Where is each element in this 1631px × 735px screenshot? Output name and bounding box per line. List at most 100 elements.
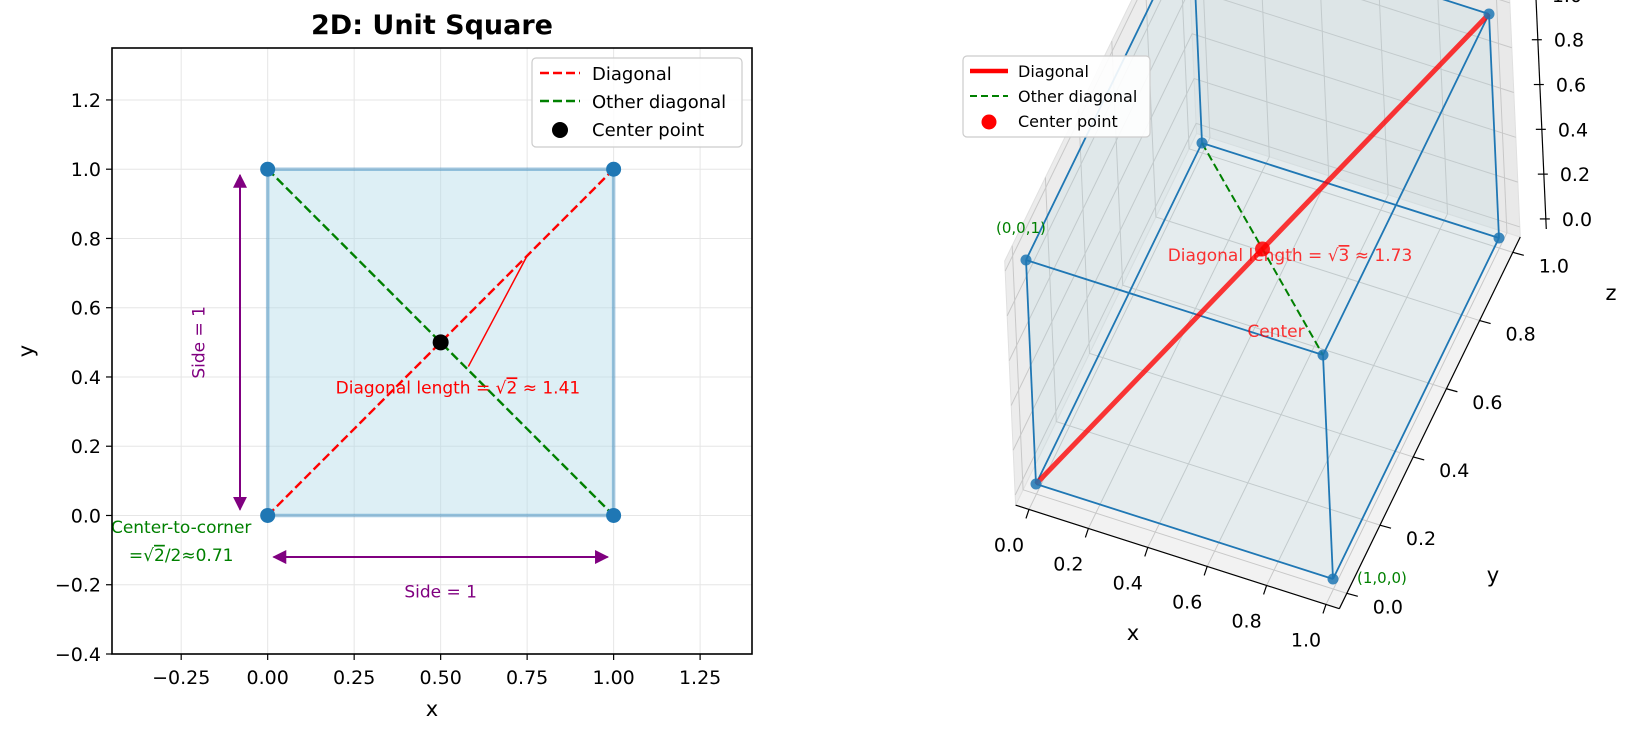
cube-vertex xyxy=(1483,8,1495,20)
z-tick-label-3d: 0.2 xyxy=(1560,164,1590,186)
chart-3d: 3D: Unit CubeDiagonal length = √3 ≈ 1.73… xyxy=(962,0,1617,651)
x-tick-3d xyxy=(1144,547,1149,557)
x-tick-3d xyxy=(1263,585,1268,595)
x-axis-label-3d: x xyxy=(1127,621,1139,645)
x-tick-label: 1.00 xyxy=(592,667,634,689)
x-gridline xyxy=(1147,0,1330,548)
z-gridline xyxy=(1014,122,1520,496)
cube-edge xyxy=(1322,13,1490,356)
x-tick-label-3d: 0.8 xyxy=(1231,610,1261,632)
y-tick-label-3d: 0.4 xyxy=(1439,460,1469,482)
vertex-point xyxy=(606,507,622,523)
x-tick-label: 0.00 xyxy=(247,667,289,689)
center-to-corner-line2: =√2/2≈0.71 xyxy=(129,546,234,566)
x-tick-label: −0.25 xyxy=(152,667,210,689)
side-vertical-label: Side = 1 xyxy=(189,306,209,379)
legend-center-label: Center point xyxy=(592,120,704,141)
z-tick-label-3d: 1.0 xyxy=(1552,0,1582,7)
legend-other-diagonal-label: Other diagonal xyxy=(592,92,726,113)
y-tick-label: 1.0 xyxy=(71,159,101,181)
x-tick-label-3d: 0.0 xyxy=(994,534,1024,556)
y-tick-3d xyxy=(1512,251,1524,256)
y-tick-3d xyxy=(1446,388,1458,393)
x-tick-3d xyxy=(1025,509,1030,519)
y-tick-label: 0.8 xyxy=(71,228,101,250)
cube-face xyxy=(1026,0,1202,484)
diagonal-length-3d-label: Diagonal length = √3 ≈ 1.73 xyxy=(1168,246,1413,266)
diagonal-length-3d-label-prefix: Diagonal length = xyxy=(1168,246,1328,266)
chart-3d-legend: Diagonal Other diagonal Center point xyxy=(962,55,1151,138)
x-gridline xyxy=(1087,0,1270,529)
x-tick-label-3d: 0.2 xyxy=(1053,553,1083,575)
diagonal-length-3d-label-sqrt: √ xyxy=(1328,246,1339,266)
vertex-100-label: (1,0,0) xyxy=(1357,569,1407,587)
diagonal-length-label-arg: 2 xyxy=(506,378,517,398)
x-gridline xyxy=(1206,0,1389,567)
cube-face xyxy=(1036,143,1499,579)
z-axis-line xyxy=(1535,0,1547,230)
z-gridline xyxy=(1010,33,1516,406)
cube-vertex xyxy=(1030,478,1042,490)
y-tick-label: −0.2 xyxy=(55,575,101,597)
z-tick-label-3d: 0.6 xyxy=(1556,75,1586,97)
chart-3d-grid xyxy=(1004,0,1520,605)
z-gridline xyxy=(1008,0,1514,361)
diagonal-line xyxy=(266,168,615,517)
diagonal-length-3d-label-arg: 3 xyxy=(1339,246,1350,266)
z-tick-label-3d: 0.8 xyxy=(1554,30,1584,52)
x-tick-label: 0.25 xyxy=(333,667,375,689)
diagonal-length-label-suffix: ≈ 1.41 xyxy=(517,378,580,398)
x-gridline xyxy=(1028,0,1211,510)
cube-vertex xyxy=(1493,232,1505,244)
cube-face xyxy=(1195,0,1499,238)
y-tick-3d xyxy=(1379,524,1392,529)
cube-vertex xyxy=(1327,573,1339,585)
legend-3d-diagonal-label: Diagonal xyxy=(1018,62,1089,81)
center-3d-label: Center xyxy=(1247,322,1304,342)
x-gridline xyxy=(1325,0,1508,605)
legend-diagonal-label: Diagonal xyxy=(592,64,672,85)
vertex-001-label: (0,0,1) xyxy=(996,219,1046,237)
side-horizontal-label: Side = 1 xyxy=(404,583,477,603)
center-to-corner-line1: Center-to-corner xyxy=(111,518,251,538)
center-to-corner-eq: = xyxy=(129,546,143,566)
cube-edge xyxy=(1035,483,1334,580)
center-point-3d xyxy=(1255,241,1270,257)
vertex-point xyxy=(260,161,276,177)
x-tick-label-3d: 0.4 xyxy=(1113,572,1143,594)
y-gridline xyxy=(1011,245,1347,594)
legend-3d-other-label: Other diagonal xyxy=(1018,87,1137,106)
y-tick-label: 1.2 xyxy=(71,90,101,112)
x-tick-label: 0.50 xyxy=(419,667,461,689)
cube-edges xyxy=(1025,0,1500,580)
z-tick-label-3d: 0.0 xyxy=(1562,209,1592,231)
cube-edge xyxy=(1322,354,1334,580)
legend-center-swatch xyxy=(552,122,568,138)
chart-2d-grid xyxy=(112,48,752,655)
y-tick-label: 0.4 xyxy=(71,367,101,389)
y-gridline xyxy=(1181,0,1513,253)
cube-face xyxy=(1026,260,1333,579)
legend-box xyxy=(531,57,743,148)
x-axis-label: x xyxy=(426,697,438,721)
center-to-corner-rest: /2≈0.71 xyxy=(165,546,234,566)
legend-3d-box xyxy=(962,55,1151,138)
cube-vertex xyxy=(1317,349,1329,361)
cube-edge xyxy=(1035,142,1203,485)
x-tick-label-3d: 0.6 xyxy=(1172,591,1202,613)
other-diagonal-line xyxy=(266,168,615,517)
cube-vertex xyxy=(1196,137,1208,149)
y-tick-label-3d: 0.2 xyxy=(1406,528,1436,550)
y-axis-line xyxy=(1338,236,1521,609)
y-tick-label: −0.4 xyxy=(55,644,101,666)
z-gridline xyxy=(1012,77,1518,451)
legend-3d-center-swatch xyxy=(981,114,997,130)
legend-3d-center-label: Center point xyxy=(1018,112,1118,131)
y-gridline xyxy=(1145,0,1480,322)
y-tick-3d xyxy=(1346,592,1358,597)
x-tick-3d xyxy=(1322,604,1327,614)
y-tick-label: 0.2 xyxy=(71,436,101,458)
cube-edge xyxy=(1201,142,1500,239)
